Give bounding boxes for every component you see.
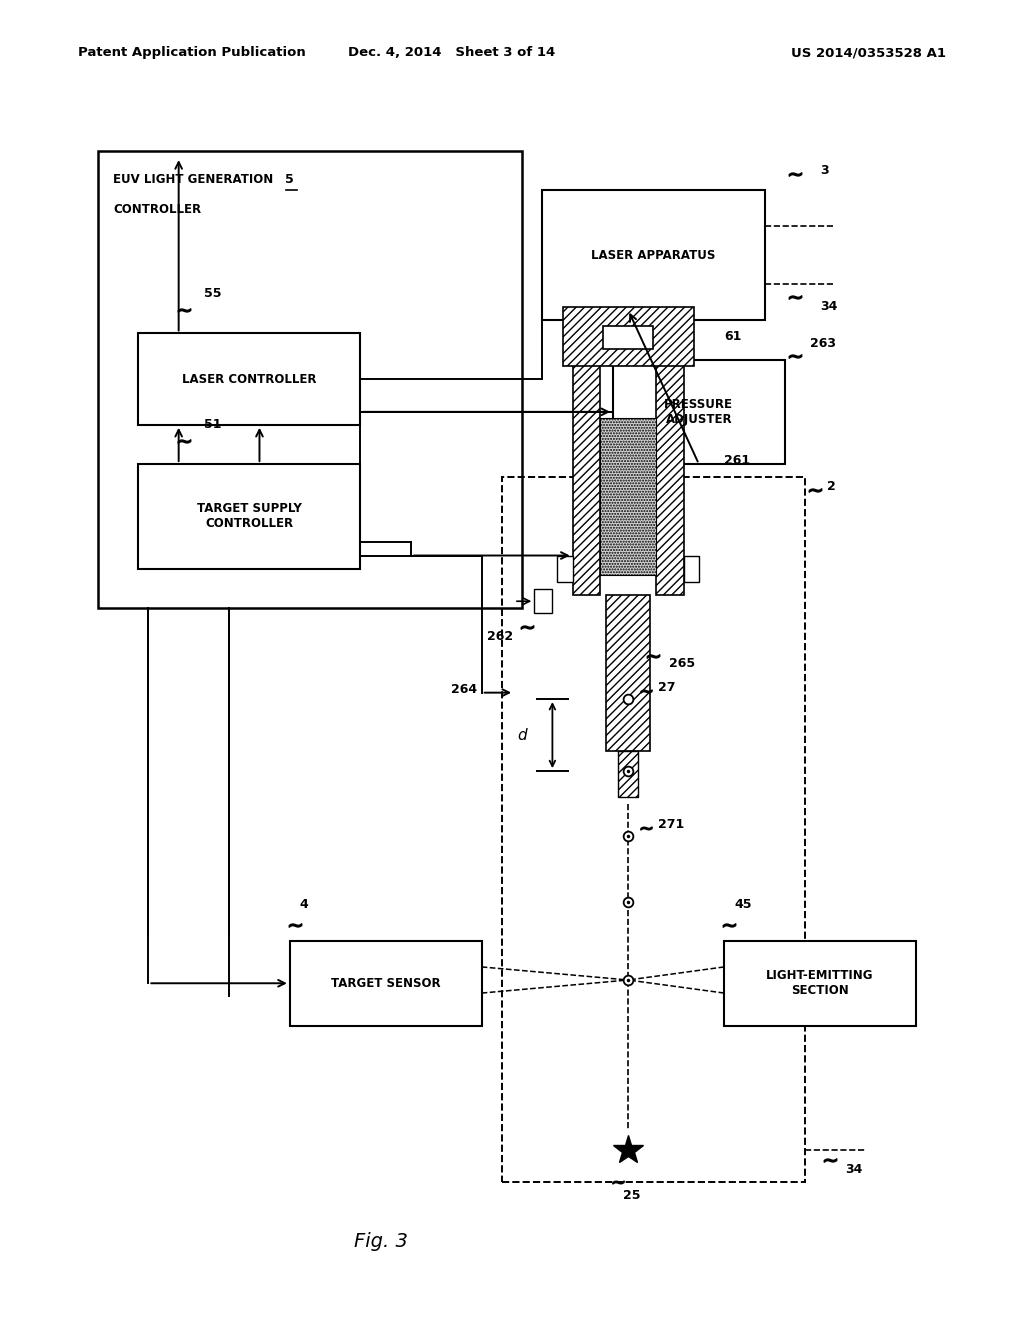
Bar — [138, 334, 360, 425]
Bar — [562, 308, 694, 366]
Bar — [543, 190, 765, 321]
Bar — [724, 941, 916, 1026]
Text: 34: 34 — [820, 300, 838, 313]
Text: Patent Application Publication: Patent Application Publication — [78, 46, 305, 59]
Text: PRESSURE
ADJUSTER: PRESSURE ADJUSTER — [665, 397, 733, 426]
Text: 25: 25 — [624, 1189, 641, 1203]
Text: 271: 271 — [658, 818, 685, 832]
Text: 3: 3 — [820, 164, 828, 177]
Bar — [98, 150, 522, 607]
Text: 264: 264 — [452, 682, 477, 696]
Text: d: d — [517, 727, 527, 743]
Text: 2: 2 — [827, 480, 836, 494]
Bar — [618, 751, 638, 797]
Bar — [138, 465, 360, 569]
Text: 4: 4 — [300, 898, 308, 911]
Text: TARGET SENSOR: TARGET SENSOR — [331, 977, 440, 990]
Bar — [606, 595, 650, 751]
Text: LIGHT-EMITTING
SECTION: LIGHT-EMITTING SECTION — [766, 969, 873, 998]
Text: US 2014/0353528 A1: US 2014/0353528 A1 — [792, 46, 946, 59]
Text: LASER APPARATUS: LASER APPARATUS — [591, 248, 716, 261]
Bar — [656, 359, 684, 595]
Text: 45: 45 — [734, 898, 752, 911]
Text: 27: 27 — [658, 681, 676, 694]
Text: EUV LIGHT GENERATION: EUV LIGHT GENERATION — [113, 173, 273, 186]
Text: 261: 261 — [724, 454, 751, 467]
Bar — [290, 941, 481, 1026]
Bar — [603, 326, 653, 350]
Text: 34: 34 — [846, 1163, 862, 1176]
Bar — [613, 359, 784, 465]
Bar — [535, 590, 552, 612]
Text: LASER CONTROLLER: LASER CONTROLLER — [182, 372, 316, 385]
Text: 262: 262 — [486, 631, 513, 643]
Text: Dec. 4, 2014   Sheet 3 of 14: Dec. 4, 2014 Sheet 3 of 14 — [348, 46, 555, 59]
Bar — [600, 418, 656, 576]
Text: 61: 61 — [724, 330, 741, 343]
Text: 5: 5 — [285, 173, 294, 186]
Bar — [557, 556, 572, 582]
Text: 51: 51 — [204, 417, 221, 430]
Text: Fig. 3: Fig. 3 — [353, 1232, 408, 1251]
Text: TARGET SUPPLY
CONTROLLER: TARGET SUPPLY CONTROLLER — [197, 503, 302, 531]
Text: 263: 263 — [810, 337, 836, 350]
Bar — [684, 556, 698, 582]
Text: CONTROLLER: CONTROLLER — [113, 203, 201, 216]
Bar — [502, 477, 805, 1183]
Text: 55: 55 — [204, 286, 221, 300]
Bar — [572, 359, 600, 595]
Text: 265: 265 — [669, 656, 694, 669]
